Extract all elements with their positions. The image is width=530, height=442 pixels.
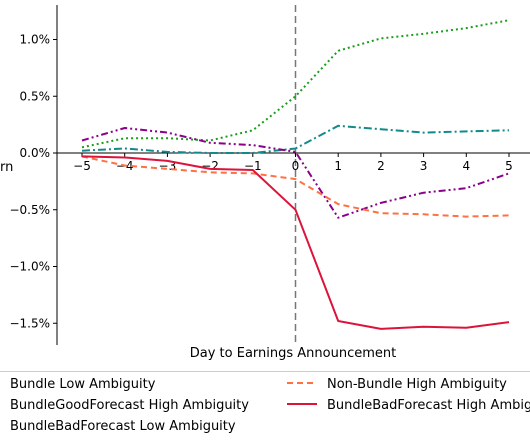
- series-line-5: [81, 155, 510, 330]
- x-tick-label: 4: [462, 159, 470, 173]
- y-tick-label: 0.0%: [20, 146, 51, 160]
- x-tick-label: 2: [377, 159, 385, 173]
- x-tick-group: −5 −4 −3 −2 −1 0 1 2 3 4 5: [57, 152, 530, 173]
- legend-label: BundleBadForecast Low Ambiguity: [10, 419, 236, 434]
- series-line-1: [81, 19, 510, 149]
- series-line-2: [81, 124, 510, 154]
- x-tick-label: 3: [420, 159, 428, 173]
- x-tick-label: 0: [292, 159, 300, 173]
- x-axis-label: Day to Earnings Announcement: [190, 346, 396, 361]
- x-tick-label: 5: [505, 159, 513, 173]
- y-tick-group: 1.0% 0.5% 0.0% −0.5% −1.0% −1.5%: [9, 33, 57, 330]
- series-line-4: [81, 155, 510, 218]
- legend-label: BundleBadForecast High Ambiguity: [327, 398, 530, 413]
- x-tick-label: 1: [334, 159, 342, 173]
- y-tick-label: −1.5%: [9, 316, 50, 330]
- y-tick-label: −1.0%: [9, 260, 50, 274]
- y-axis-label-fragment: rn: [0, 160, 13, 175]
- y-tick-label: 1.0%: [20, 33, 51, 47]
- legend-label: Non-Bundle High Ambiguity: [327, 377, 507, 392]
- legend-label: Bundle Low Ambiguity: [10, 377, 156, 392]
- x-tick-label: −5: [73, 159, 91, 173]
- series-group: [81, 19, 510, 330]
- y-tick-label: 0.5%: [20, 89, 51, 103]
- y-tick-label: −0.5%: [9, 203, 50, 217]
- legend-label: BundleGoodForecast High Ambiguity: [10, 398, 249, 413]
- legend: Bundle Low Ambiguity Non-Bundle High Ambi…: [10, 377, 530, 434]
